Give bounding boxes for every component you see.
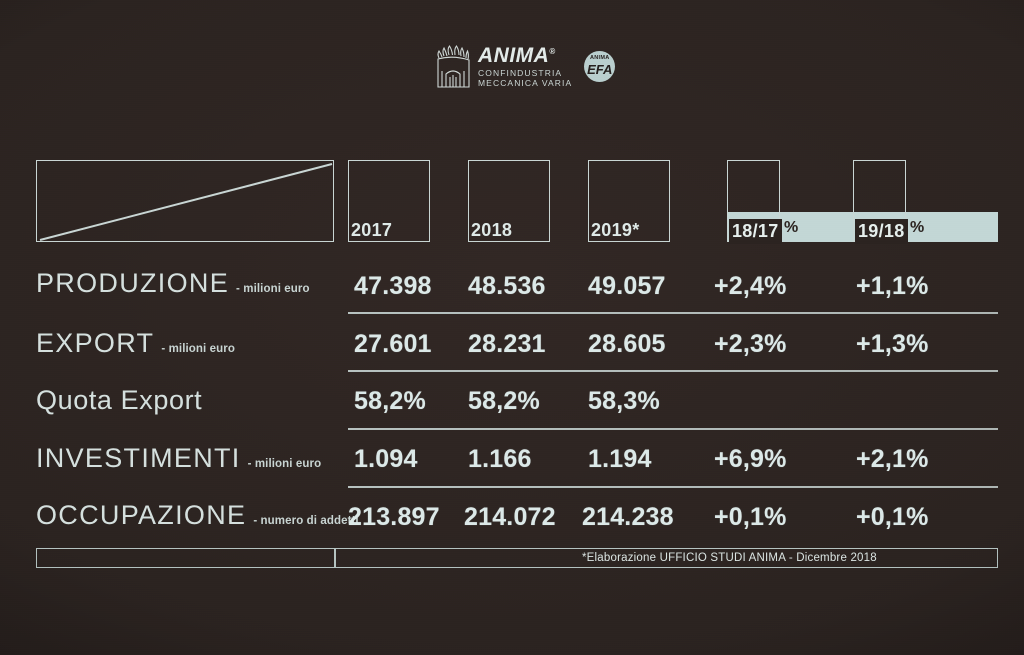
- logo-subtitle-1: CONFINDUSTRIA: [478, 67, 563, 78]
- row-label-produzione: PRODUZIONE - milioni euro: [36, 268, 310, 299]
- row-title-export: EXPORT: [36, 328, 155, 358]
- cell-occupazione-2018: 214.072: [464, 503, 556, 531]
- cell-investimenti-2017: 1.094: [354, 445, 418, 473]
- trend-arrow-icon: [39, 163, 333, 241]
- row-label-investimenti: INVESTIMENTI - milioni euro: [36, 443, 321, 474]
- row-label-export: EXPORT - milioni euro: [36, 328, 235, 359]
- row-label-occupazione: OCCUPAZIONE - numero di addetti: [36, 500, 359, 531]
- efa-badge-top-text: ANIMA: [590, 55, 610, 62]
- row-title-quota-export: Quota Export: [36, 385, 203, 415]
- cell-produzione-delta-19-18: +1,1%: [856, 272, 929, 300]
- footer-source-note: *Elaborazione UFFICIO STUDI ANIMA - Dice…: [582, 552, 877, 564]
- efa-badge-main-text: EFA: [587, 61, 613, 77]
- row-title-occupazione: OCCUPAZIONE: [36, 500, 247, 530]
- footer-box-left: [36, 548, 335, 568]
- cell-investimenti-2019: 1.194: [588, 445, 652, 473]
- cell-produzione-2018: 48.536: [468, 272, 546, 300]
- row-unit-occupazione: - numero di addetti: [253, 515, 359, 527]
- row-unit-investimenti: - milioni euro: [247, 458, 322, 470]
- row-separator-4: [348, 486, 998, 488]
- row-separator-3: [348, 428, 998, 430]
- cell-investimenti-delta-18-17: +6,9%: [714, 445, 787, 473]
- cell-occupazione-delta-19-18: +0,1%: [856, 503, 929, 531]
- efa-badge-icon: ANIMA EFA: [584, 50, 616, 82]
- cell-occupazione-delta-18-17: +0,1%: [714, 503, 787, 531]
- cell-export-delta-18-17: +2,3%: [714, 330, 787, 358]
- anima-bird-icon: [437, 45, 470, 88]
- header-col-2018: 2018: [468, 160, 550, 242]
- cell-produzione-2017: 47.398: [354, 272, 432, 300]
- header-label-delta-19-18: 19/18: [855, 219, 908, 244]
- header-label-delta-18-17: 18/17: [729, 219, 782, 244]
- anima-logo: ANIMA® CONFINDUSTRIA MECCANICA VARIA ANI…: [435, 44, 616, 88]
- header-col-2019: 2019*: [588, 160, 670, 242]
- cell-quota-export-2017: 58,2%: [354, 387, 426, 415]
- cell-export-2017: 27.601: [354, 330, 432, 358]
- cell-export-2018: 28.231: [468, 330, 546, 358]
- cell-occupazione-2019: 214.238: [582, 503, 674, 531]
- cell-produzione-delta-18-17: +2,4%: [714, 272, 787, 300]
- row-title-investimenti: INVESTIMENTI: [36, 443, 241, 473]
- cell-export-2019: 28.605: [588, 330, 666, 358]
- header-label-2018: 2018: [471, 220, 513, 240]
- cell-occupazione-2017: 213.897: [348, 503, 440, 531]
- cell-investimenti-delta-19-18: +2,1%: [856, 445, 929, 473]
- cell-investimenti-2018: 1.166: [468, 445, 532, 473]
- logo-brand-name: ANIMA: [478, 44, 550, 67]
- header-col-2017: 2017: [348, 160, 430, 242]
- header-percent-sign-18-17: %: [784, 219, 799, 236]
- row-separator-2: [348, 370, 998, 372]
- row-unit-produzione: - milioni euro: [236, 283, 310, 295]
- cell-produzione-2019: 49.057: [588, 272, 666, 300]
- logo-subtitle-2: MECCANICA VARIA: [478, 77, 573, 88]
- row-title-produzione: PRODUZIONE: [36, 268, 230, 298]
- header-label-2017: 2017: [351, 220, 393, 240]
- row-unit-export: - milioni euro: [161, 343, 235, 355]
- cell-quota-export-2018: 58,2%: [468, 387, 540, 415]
- logo-registered-mark: ®: [549, 47, 556, 56]
- header-trend-box: [36, 160, 334, 242]
- row-separator-1: [348, 312, 998, 314]
- header-label-2019: 2019*: [591, 220, 640, 240]
- cell-export-delta-19-18: +1,3%: [856, 330, 929, 358]
- row-label-quota-export: Quota Export: [36, 385, 209, 416]
- header-percent-sign-19-18: %: [910, 219, 925, 236]
- cell-quota-export-2019: 58,3%: [588, 387, 660, 415]
